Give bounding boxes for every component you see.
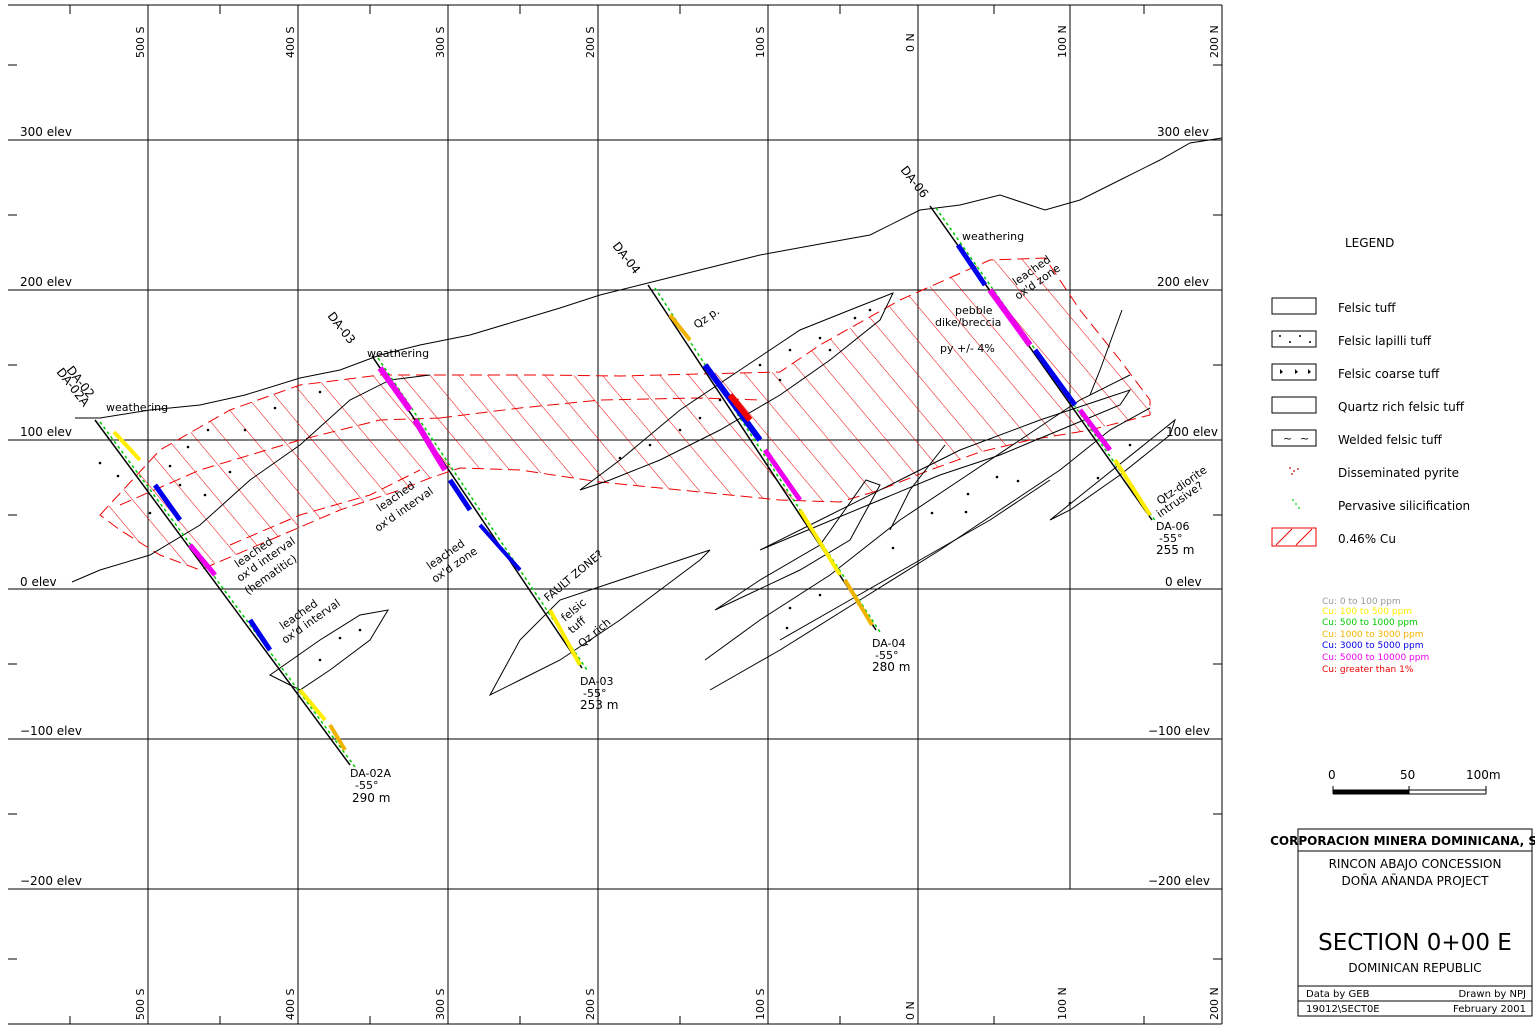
hole-end-labels: DA-02A -55° 290 m DA-03 -55° 253 m DA-04…	[350, 520, 1194, 805]
da04-end-dip: -55°	[875, 649, 898, 662]
northing-label: 400 S	[284, 989, 297, 1020]
northing-label: 200 N	[1208, 25, 1221, 58]
legend-item: Felsic lapilli tuff	[1338, 334, 1432, 348]
northing-label: 0 N	[904, 33, 917, 52]
data-by: Data by GEB	[1306, 989, 1370, 1000]
da06-end-name: DA-06	[1156, 520, 1190, 533]
legend-title: LEGEND	[1345, 236, 1394, 250]
northing-label: 100 N	[1056, 25, 1069, 58]
cu-range-2: Cu: 500 to 1000 ppm	[1322, 618, 1418, 628]
northing-label: 500 S	[134, 27, 147, 58]
legend: LEGEND ~ ~ Felsic tuff Felsic lapilli tuf…	[1271, 236, 1470, 547]
qz-p-label: Qz p.	[691, 305, 722, 332]
legend-item: Disseminated pyrite	[1338, 466, 1459, 480]
hole-da04-label: DA-04	[610, 239, 644, 276]
northing-label: 100 S	[754, 27, 767, 58]
da03-end-dip: -55°	[583, 687, 606, 700]
elevation-labels: 300 elev 300 elev 200 elev 200 elev 100 …	[20, 125, 1218, 888]
hole-da03-label: DA-03	[325, 309, 359, 346]
northing-labels-top: 500 S 400 S 300 S 200 S 100 S 0 N 100 N …	[134, 25, 1221, 58]
elev-label: −100 elev	[20, 724, 82, 738]
da04-end-name: DA-04	[872, 637, 906, 650]
drill-hole-da04	[647, 284, 881, 633]
geologic-contact	[71, 374, 431, 583]
cu-zone-046	[99, 257, 1151, 571]
cu-range-5: Cu: 5000 to 10000 ppm	[1322, 653, 1429, 663]
drawing-date: February 2001	[1453, 1004, 1526, 1015]
hole-da06-label: DA-06	[898, 163, 932, 200]
file-name: 19012\SECT0E	[1306, 1004, 1380, 1015]
elev-label: 0 elev	[1165, 575, 1202, 589]
country-name: DOMINICAN REPUBLIC	[1348, 961, 1481, 975]
svg-text:~: ~	[1300, 432, 1309, 445]
cu-range-0: Cu: 0 to 100 ppm	[1322, 597, 1401, 607]
drill-hole-da03	[371, 355, 588, 671]
elev-label: 300 elev	[20, 125, 72, 139]
elev-label: 0 elev	[20, 575, 57, 589]
topography-line	[75, 137, 1223, 419]
elev-label: −100 elev	[1148, 724, 1210, 738]
da02a-end-dip: -55°	[355, 779, 378, 792]
da02a-end-depth: 290 m	[352, 791, 390, 805]
northing-label: 300 S	[434, 27, 447, 58]
cu-range-legend: Cu: 0 to 100 ppm Cu: 100 to 500 ppm Cu: …	[1322, 597, 1429, 675]
da06-end-depth: 255 m	[1156, 543, 1194, 557]
elev-label: 200 elev	[1157, 275, 1209, 289]
legend-item: Felsic coarse tuff	[1338, 367, 1440, 381]
tuff-symbols	[98, 308, 1132, 662]
elev-label: 100 elev	[20, 425, 72, 439]
company-name: CORPORACION MINERA DOMINICANA, S. A.	[1270, 834, 1535, 848]
pebble-label: pebble	[955, 304, 993, 317]
svg-text:~: ~	[1283, 432, 1292, 445]
scale-100: 100m	[1466, 768, 1501, 782]
concession-name: RINCON ABAJO CONCESSION	[1329, 857, 1502, 871]
scale-bar: 0 50 100m	[1328, 768, 1501, 795]
drawn-by: Drawn by NPJ	[1458, 989, 1526, 1000]
weathering-label: weathering	[962, 230, 1024, 243]
legend-item: Pervasive silicification	[1338, 499, 1470, 513]
cu-range-4: Cu: 3000 to 5000 ppm	[1322, 641, 1424, 651]
northing-label: 200 S	[584, 27, 597, 58]
da03-end-name: DA-03	[580, 675, 614, 688]
section-title: SECTION 0+00 E	[1318, 930, 1512, 956]
scale-50: 50	[1400, 768, 1415, 782]
northing-label: 100 N	[1056, 987, 1069, 1020]
northing-label: 200 S	[584, 989, 597, 1020]
legend-item: Welded felsic tuff	[1338, 433, 1443, 447]
pyrite-label: py +/- 4%	[940, 342, 995, 355]
legend-item: Felsic tuff	[1338, 301, 1396, 315]
cu-range-6: Cu: greater than 1%	[1322, 665, 1414, 675]
da03-end-depth: 253 m	[580, 698, 618, 712]
northing-labels-bottom: 500 S 400 S 300 S 200 S 100 S 0 N 100 N …	[134, 987, 1221, 1020]
cu-range-1: Cu: 100 to 500 ppm	[1322, 607, 1412, 617]
legend-item: 0.46% Cu	[1338, 532, 1396, 546]
northing-label: 400 S	[284, 27, 297, 58]
project-name: DOÑA AÑANDA PROJECT	[1342, 873, 1490, 888]
weathering-label: weathering	[106, 401, 168, 414]
legend-swatches	[1271, 297, 1317, 547]
northing-label: 500 S	[134, 989, 147, 1020]
elev-label: 200 elev	[20, 275, 72, 289]
title-block: CORPORACION MINERA DOMINICANA, S. A. RIN…	[1270, 828, 1535, 1017]
northing-label: 100 S	[754, 989, 767, 1020]
da06-end-dip: -55°	[1159, 532, 1182, 545]
northing-label: 200 N	[1208, 987, 1221, 1020]
da02a-end-name: DA-02A	[350, 767, 392, 780]
weathering-label: weathering	[367, 347, 429, 360]
northing-label: 0 N	[904, 1001, 917, 1020]
drill-hole-da02	[94, 419, 356, 768]
legend-item: Quartz rich felsic tuff	[1338, 400, 1465, 414]
dike-breccia-label: dike/breccia	[935, 316, 1001, 329]
elev-label: 300 elev	[1157, 125, 1209, 139]
da04-end-depth: 280 m	[872, 660, 910, 674]
elev-label: −200 elev	[20, 874, 82, 888]
northing-label: 300 S	[434, 989, 447, 1020]
elev-label: 100 elev	[1166, 425, 1218, 439]
elev-label: −200 elev	[1148, 874, 1210, 888]
drill-hole-da06	[929, 205, 1157, 523]
cu-range-3: Cu: 1000 to 3000 ppm	[1322, 630, 1424, 640]
scale-0: 0	[1328, 768, 1336, 782]
